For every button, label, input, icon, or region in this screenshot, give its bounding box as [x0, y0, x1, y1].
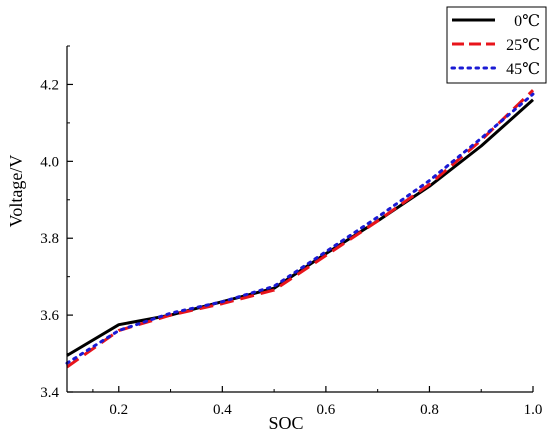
legend-label-1: 25℃ [506, 37, 540, 54]
legend-items: 0℃ 25℃ 45℃ [450, 13, 540, 78]
y-tick-label: 3.6 [40, 308, 59, 324]
y-axis-label: Voltage/V [6, 155, 26, 228]
x-tick-label: 0.2 [109, 402, 128, 418]
y-tick-label: 3.4 [40, 385, 59, 401]
axes-layer: 0.2 0.4 0.6 0.8 1.0 3.4 3.6 3.8 4.0 4.2 [40, 45, 543, 418]
plot-layer [65, 89, 535, 369]
series-line-2 [65, 92, 535, 365]
y-tick-label: 4.2 [40, 77, 59, 93]
series-line-0 [66, 98, 534, 357]
y-tick-label: 3.8 [40, 231, 59, 247]
x-tick-label: 0.4 [213, 402, 232, 418]
x-axis-label: SOC [268, 413, 303, 433]
y-tick-label: 4.0 [40, 154, 59, 170]
x-tick-label: 1.0 [524, 402, 543, 418]
legend-label-2: 45℃ [506, 61, 540, 78]
x-tick-label: 0.6 [317, 402, 336, 418]
x-tick-label: 0.8 [420, 402, 439, 418]
legend: 0℃ 25℃ 45℃ [446, 6, 547, 84]
legend-label-0: 0℃ [514, 13, 540, 30]
